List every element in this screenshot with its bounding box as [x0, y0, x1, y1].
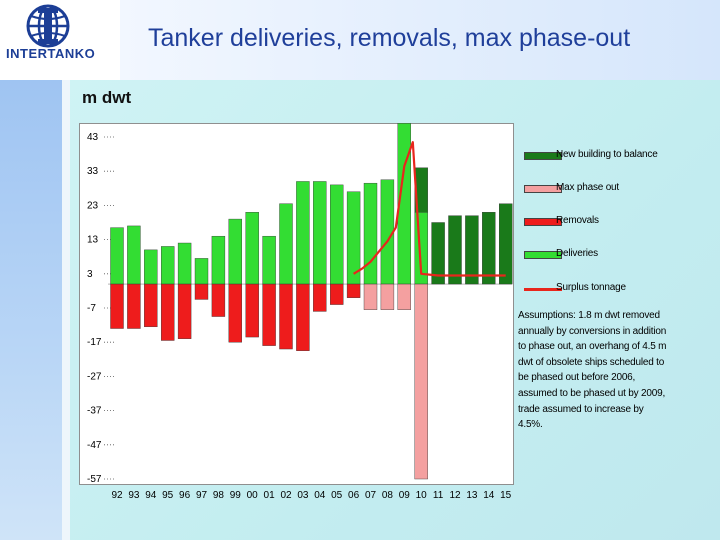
- x-tick-label: 11: [433, 490, 444, 501]
- x-tick-label: 05: [331, 490, 343, 501]
- bar-deliveries: [194, 258, 209, 285]
- bar-removals: [110, 283, 124, 329]
- bar-deliveries: [144, 249, 158, 285]
- bar-new-building-to-balance: [448, 215, 462, 285]
- bar-removals: [262, 283, 276, 346]
- x-tick-label: 92: [111, 490, 123, 501]
- x-tick-label: 04: [314, 490, 326, 501]
- legend-swatch-max-phase-out: [524, 185, 562, 193]
- legend-label-new-building: New building to balance: [556, 149, 658, 160]
- header-bar: INTERTANKO Tanker deliveries, removals, …: [0, 0, 720, 80]
- bar-removals: [313, 283, 327, 312]
- x-tick-label: 13: [466, 490, 478, 501]
- bar-max-phase-out: [414, 283, 428, 480]
- legend-swatch-deliveries: [524, 251, 562, 259]
- bar-deliveries: [245, 212, 259, 285]
- y-tick-label: -7: [87, 303, 96, 314]
- y-tick-label: 33: [87, 166, 99, 177]
- y-tick-label: -37: [87, 406, 102, 417]
- bar-deliveries: [177, 242, 192, 285]
- x-tick-label: 02: [280, 490, 292, 501]
- bar-new-building-to-balance: [465, 215, 479, 285]
- x-tick-label: 99: [230, 490, 242, 501]
- x-tick-label: 12: [449, 490, 461, 501]
- x-tick-label: 93: [128, 490, 140, 501]
- bar-new-building-to-balance: [414, 167, 428, 213]
- bar-new-building-to-balance: [431, 222, 445, 285]
- bar-removals: [279, 283, 293, 350]
- bar-removals: [245, 283, 259, 338]
- bar-removals: [211, 283, 226, 317]
- legend-label-max-phase-out: Max phase out: [556, 182, 619, 193]
- bar-deliveries: [127, 225, 141, 285]
- assumptions-note: Assumptions: 1.8 m dwt removed annually …: [518, 310, 667, 431]
- y-tick-label: 13: [87, 235, 99, 246]
- x-tick-label: 94: [145, 490, 157, 501]
- x-tick-label: 96: [179, 490, 191, 501]
- legend-swatch-removals: [524, 218, 562, 226]
- y-tick-label: 23: [87, 200, 99, 211]
- bar-removals: [330, 283, 344, 305]
- y-tick-label: 3: [87, 269, 93, 280]
- header-tint: [120, 0, 720, 80]
- bar-removals: [160, 283, 175, 341]
- y-tick-label: -47: [87, 440, 102, 451]
- bar-removals: [194, 283, 209, 300]
- x-tick-label: 06: [348, 490, 360, 501]
- x-tick-label: 08: [382, 490, 394, 501]
- legend-swatch-new-building: [524, 152, 562, 160]
- globe-icon: [26, 4, 70, 48]
- left-decor-stripe: [62, 80, 70, 540]
- y-tick-label: -17: [87, 337, 102, 348]
- bar-deliveries: [363, 182, 378, 285]
- x-tick-label: 01: [264, 490, 276, 501]
- x-tick-label: 00: [247, 490, 259, 501]
- bar-removals: [296, 283, 310, 351]
- bar-new-building-to-balance: [482, 212, 496, 285]
- bar-deliveries: [228, 218, 243, 285]
- bar-deliveries: [110, 227, 124, 285]
- y-tick-label: 43: [87, 132, 99, 143]
- bar-removals: [177, 283, 192, 339]
- y-axis-unit-label: m dwt: [82, 88, 132, 107]
- x-tick-label: 14: [483, 490, 495, 501]
- x-tick-label: 98: [213, 490, 225, 501]
- x-tick-label: 15: [500, 490, 512, 501]
- bar-max-phase-out: [380, 283, 395, 310]
- legend-line-surplus-tonnage: [524, 288, 562, 291]
- y-tick-label: -27: [87, 371, 102, 382]
- y-tick-label: -57: [87, 474, 102, 485]
- legend-label-removals: Removals: [556, 215, 599, 226]
- bar-removals: [127, 283, 141, 329]
- bar-deliveries: [262, 235, 276, 285]
- bar-removals: [228, 283, 243, 343]
- bar-removals: [346, 283, 361, 298]
- x-tick-label: 07: [365, 490, 377, 501]
- legend-label-surplus-tonnage: Surplus tonnage: [556, 282, 626, 293]
- bar-max-phase-out: [397, 283, 411, 310]
- x-tick-label: 09: [399, 490, 411, 501]
- legend-label-deliveries: Deliveries: [556, 248, 598, 259]
- surplus-tonnage-line: [353, 141, 506, 277]
- page-title: Tanker deliveries, removals, max phase-o…: [148, 24, 631, 52]
- bar-removals: [144, 283, 158, 328]
- x-tick-label: 95: [162, 490, 174, 501]
- logo-text: INTERTANKO: [6, 46, 96, 61]
- bar-deliveries: [160, 246, 175, 285]
- left-decor-band: [0, 80, 70, 540]
- bar-max-phase-out: [363, 283, 378, 310]
- bar-deliveries: [313, 181, 327, 285]
- x-tick-label: 97: [196, 490, 208, 501]
- bar-deliveries: [296, 181, 310, 285]
- bar-deliveries: [279, 203, 293, 285]
- logo: INTERTANKO: [0, 0, 120, 80]
- x-tick-label: 03: [297, 490, 309, 501]
- x-tick-label: 10: [416, 490, 428, 501]
- bar-new-building-to-balance: [499, 203, 513, 285]
- bar-deliveries: [211, 235, 226, 285]
- bar-deliveries: [330, 184, 344, 285]
